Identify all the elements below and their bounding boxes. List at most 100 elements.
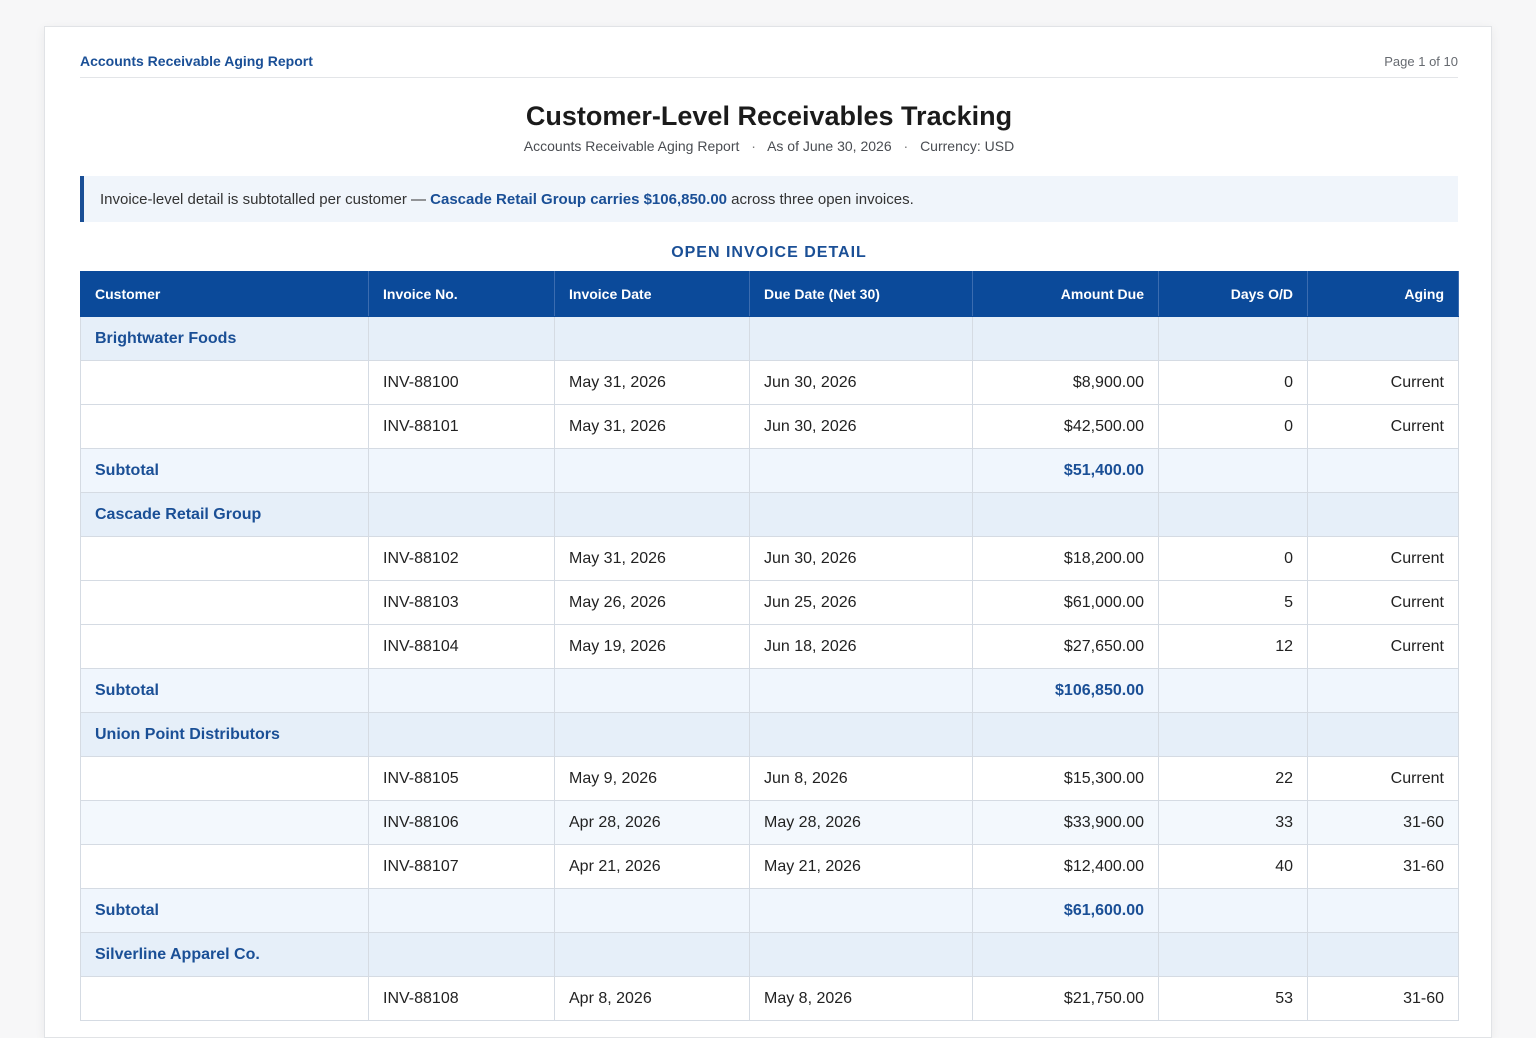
- subtotal-label: Subtotal: [80, 448, 369, 493]
- aging-bucket: Current: [1307, 580, 1459, 625]
- column-header-invoice-no: Invoice No.: [368, 271, 555, 317]
- section-heading: OPEN INVOICE DETAIL: [671, 244, 867, 261]
- customer-group-row: Brightwater Foods: [80, 316, 1459, 361]
- amount-due: $33,900.00: [972, 800, 1159, 845]
- report-page: Accounts Receivable Aging Report Page 1 …: [44, 26, 1492, 1038]
- invoice-date: May 9, 2026: [554, 756, 750, 801]
- document-label: Accounts Receivable Aging Report: [80, 53, 313, 69]
- invoice-number: INV-88105: [368, 756, 555, 801]
- invoice-number: INV-88103: [368, 580, 555, 625]
- days-overdue: 53: [1158, 976, 1308, 1021]
- due-date: Jun 30, 2026: [749, 360, 973, 405]
- amount-due: $18,200.00: [972, 536, 1159, 581]
- customer-group-row: Cascade Retail Group: [80, 492, 1459, 537]
- amount-due: $12,400.00: [972, 844, 1159, 889]
- amount-due: $42,500.00: [972, 404, 1159, 449]
- as-of-date: As of June 30, 2026: [767, 138, 892, 154]
- due-date: Jun 8, 2026: [749, 756, 973, 801]
- days-overdue: 0: [1158, 404, 1308, 449]
- subtotal-amount: $51,400.00: [972, 448, 1159, 493]
- table-row: INV-88102 May 31, 2026 Jun 30, 2026 $18,…: [80, 536, 1459, 581]
- amount-due: $15,300.00: [972, 756, 1159, 801]
- table-row: INV-88107 Apr 21, 2026 May 21, 2026 $12,…: [80, 844, 1459, 889]
- invoice-date: May 31, 2026: [554, 360, 750, 405]
- amount-due: $21,750.00: [972, 976, 1159, 1021]
- invoice-date: Apr 28, 2026: [554, 800, 750, 845]
- invoice-number: INV-88108: [368, 976, 555, 1021]
- customer-name: Cascade Retail Group: [80, 492, 369, 537]
- column-header-invoice-date: Invoice Date: [554, 271, 750, 317]
- subtotal-amount: $61,600.00: [972, 888, 1159, 933]
- table-row: INV-88103 May 26, 2026 Jun 25, 2026 $61,…: [80, 580, 1459, 625]
- column-header-amount-due: Amount Due: [972, 271, 1159, 317]
- customer-name: Union Point Distributors: [80, 712, 369, 757]
- aging-bucket: Current: [1307, 360, 1459, 405]
- table-row: INV-88108 Apr 8, 2026 May 8, 2026 $21,75…: [80, 976, 1459, 1021]
- column-header-customer: Customer: [80, 271, 369, 317]
- invoice-number: INV-88102: [368, 536, 555, 581]
- subtotal-amount: $106,850.00: [972, 668, 1159, 713]
- days-overdue: 22: [1158, 756, 1308, 801]
- days-overdue: 5: [1158, 580, 1308, 625]
- page-header: Accounts Receivable Aging Report Page 1 …: [80, 27, 1458, 78]
- table-row: INV-88104 May 19, 2026 Jun 18, 2026 $27,…: [80, 624, 1459, 669]
- column-header-aging: Aging: [1307, 271, 1459, 317]
- invoice-number: INV-88101: [368, 404, 555, 449]
- callout-highlight: Cascade Retail Group carries $106,850.00: [430, 190, 727, 208]
- amount-due: $27,650.00: [972, 624, 1159, 669]
- subtotal-row: Subtotal $51,400.00: [80, 448, 1459, 493]
- page-indicator: Page 1 of 10: [1384, 54, 1458, 69]
- invoice-date: May 31, 2026: [554, 536, 750, 581]
- summary-callout: Invoice-level detail is subtotalled per …: [80, 176, 1458, 222]
- callout-suffix: across three open invoices.: [727, 190, 914, 208]
- table-row: INV-88100 May 31, 2026 Jun 30, 2026 $8,9…: [80, 360, 1459, 405]
- aging-bucket: Current: [1307, 536, 1459, 581]
- subtotal-row: Subtotal $106,850.00: [80, 668, 1459, 713]
- aging-bucket: 31-60: [1307, 800, 1459, 845]
- due-date: Jun 30, 2026: [749, 536, 973, 581]
- due-date: Jun 25, 2026: [749, 580, 973, 625]
- invoice-table: Customer Invoice No. Invoice Date Due Da…: [80, 271, 1459, 1021]
- days-overdue: 12: [1158, 624, 1308, 669]
- table-header-row: Customer Invoice No. Invoice Date Due Da…: [80, 271, 1459, 317]
- days-overdue: 0: [1158, 536, 1308, 581]
- due-date: May 21, 2026: [749, 844, 973, 889]
- amount-due: $8,900.00: [972, 360, 1159, 405]
- report-content: Accounts Receivable Aging Report Page 1 …: [80, 27, 1459, 1021]
- invoice-date: Apr 21, 2026: [554, 844, 750, 889]
- subtotal-label: Subtotal: [80, 668, 369, 713]
- separator-dot: ·: [903, 138, 909, 154]
- currency-label: Currency: USD: [920, 138, 1015, 154]
- callout-prefix: Invoice-level detail is subtotalled per …: [100, 190, 431, 208]
- invoice-date: May 26, 2026: [554, 580, 750, 625]
- page-title: Customer-Level Receivables Tracking: [525, 101, 1013, 131]
- due-date: May 8, 2026: [749, 976, 973, 1021]
- separator-dot: ·: [751, 138, 756, 154]
- aging-bucket: Current: [1307, 404, 1459, 449]
- aging-bucket: Current: [1307, 624, 1459, 669]
- column-header-due-date: Due Date (Net 30): [749, 271, 973, 317]
- invoice-number: INV-88107: [368, 844, 555, 889]
- report-subtitle: Accounts Receivable Aging Report · As of…: [80, 138, 1458, 154]
- due-date: May 28, 2026: [749, 800, 973, 845]
- table-row: INV-88105 May 9, 2026 Jun 8, 2026 $15,30…: [80, 756, 1459, 801]
- aging-bucket: 31-60: [1307, 976, 1459, 1021]
- customer-group-row: Union Point Distributors: [80, 712, 1459, 757]
- customer-group-row: Silverline Apparel Co.: [80, 932, 1459, 977]
- table-row: INV-88106 Apr 28, 2026 May 28, 2026 $33,…: [80, 800, 1459, 845]
- due-date: Jun 30, 2026: [749, 404, 973, 449]
- customer-name: Silverline Apparel Co.: [80, 932, 369, 977]
- invoice-date: May 19, 2026: [554, 624, 750, 669]
- table-row: INV-88101 May 31, 2026 Jun 30, 2026 $42,…: [80, 404, 1459, 449]
- days-overdue: 33: [1158, 800, 1308, 845]
- days-overdue: 0: [1158, 360, 1308, 405]
- aging-bucket: Current: [1307, 756, 1459, 801]
- column-header-days-overdue: Days O/D: [1158, 271, 1308, 317]
- days-overdue: 40: [1158, 844, 1308, 889]
- subtotal-row: Subtotal $61,600.00: [80, 888, 1459, 933]
- invoice-date: May 31, 2026: [554, 404, 750, 449]
- subtotal-label: Subtotal: [80, 888, 369, 933]
- invoice-date: Apr 8, 2026: [554, 976, 750, 1021]
- aging-bucket: 31-60: [1307, 844, 1459, 889]
- customer-name: Brightwater Foods: [80, 316, 369, 361]
